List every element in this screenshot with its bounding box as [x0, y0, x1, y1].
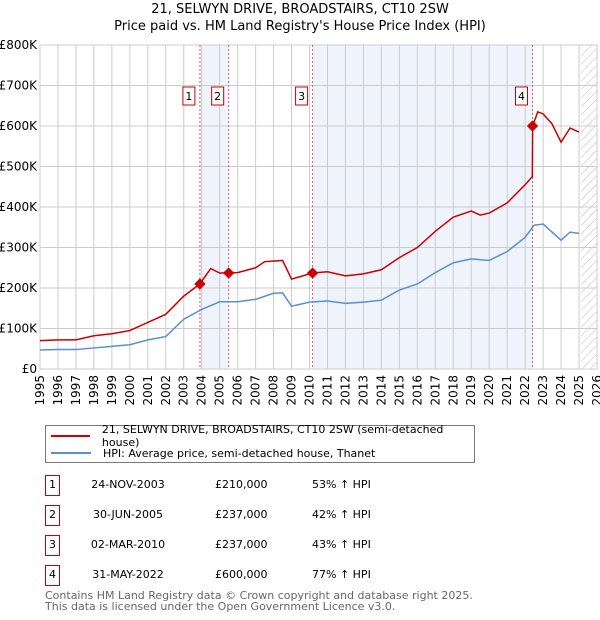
x-tick-label: 2009: [285, 375, 299, 406]
sale-date: 31-MAY-2022: [92, 568, 164, 581]
x-tick-label: 2016: [410, 375, 424, 406]
sale-point: [223, 267, 235, 279]
x-tick-label: 2026: [590, 375, 600, 406]
legend-blue-line: [51, 452, 91, 454]
sale-label: 4: [518, 90, 525, 103]
series-line: [39, 110, 580, 342]
sale-number: 2: [45, 505, 60, 526]
x-tick-label: 1995: [33, 375, 47, 406]
x-tick-label: 2012: [338, 375, 352, 406]
footer: Contains HM Land Registry data © Crown c…: [45, 590, 473, 612]
x-tick-label: 1996: [51, 375, 65, 406]
y-tick-label: £700K: [0, 79, 38, 93]
sale-label: 3: [298, 90, 305, 103]
x-tick-label: 2023: [536, 375, 550, 406]
x-tick-label: 2017: [428, 375, 442, 406]
sale-price: £237,000: [215, 508, 268, 521]
legend-label-hpi: HPI: Average price, semi-detached house,…: [103, 446, 376, 460]
sale-label: 2: [214, 90, 221, 103]
legend-red-line: [51, 435, 90, 437]
x-tick-label: 2007: [249, 375, 263, 406]
x-tick-label: 2025: [572, 375, 586, 406]
legend-label-property: 21, SELWYN DRIVE, BROADSTAIRS, CT10 2SW …: [101, 423, 444, 449]
sale-point: [306, 267, 319, 279]
y-tick-label: £400K: [0, 200, 38, 214]
sale-date: 02-MAR-2010: [90, 538, 166, 551]
x-tick-label: 2002: [159, 375, 173, 406]
x-tick-label: 2001: [141, 375, 155, 406]
y-tick-label: £200K: [0, 281, 38, 295]
y-tick-label: £600K: [0, 119, 38, 133]
x-tick-label: 2006: [231, 375, 245, 406]
sale-date: 30-JUN-2005: [92, 508, 164, 521]
sale-price: £210,000: [215, 478, 268, 491]
legend: 21, SELWYN DRIVE, BROADSTAIRS, CT10 2SW …: [45, 423, 475, 463]
x-tick-label: 2024: [554, 375, 568, 406]
y-tick-label: £800K: [0, 38, 38, 52]
x-tick-label: 2014: [374, 375, 388, 406]
sale-row: 3 02-MAR-2010 £237,000 43% ↑ HPI: [45, 535, 465, 556]
chart-title: 21, SELWYN DRIVE, BROADSTAIRS, CT10 2SW: [151, 2, 449, 17]
x-tick-label: 2018: [446, 375, 460, 406]
price-chart: 1995 1996 1997 1998 1999 2000 2001 2002 2003 2004…: [0, 38, 600, 406]
sale-row: 4 31-MAY-2022 £600,000 77% ↑ HPI: [45, 565, 465, 586]
series-line: [39, 223, 580, 351]
x-tick-label: 2022: [518, 375, 532, 406]
sale-price: £237,000: [215, 538, 268, 551]
y-tick-label: £500K: [0, 160, 38, 174]
x-tick-label: 2005: [213, 375, 227, 406]
sale-number: 1: [45, 475, 60, 496]
y-tick-label: £100K: [0, 322, 38, 336]
x-tick-label: 2011: [320, 375, 334, 406]
sale-label-box: [295, 86, 309, 106]
footer-line-2: This data is licensed under the Open Gov…: [45, 600, 396, 613]
chart-subtitle: Price paid vs. HM Land Registry's House …: [114, 19, 486, 34]
x-tick-label: 2004: [195, 375, 209, 406]
x-tick-label: 2008: [267, 375, 281, 406]
x-tick-label: 2003: [177, 375, 191, 406]
sale-row: 1 24-NOV-2003 £210,000 53% ↑ HPI: [45, 475, 465, 496]
sale-hpi-diff: 42% ↑ HPI: [312, 508, 371, 521]
x-tick-label: 2013: [356, 375, 370, 406]
x-tick-label: 1997: [69, 375, 83, 406]
sale-hpi-diff: 77% ↑ HPI: [312, 568, 371, 581]
sale-number: 3: [45, 535, 60, 556]
x-tick-label: 1999: [105, 375, 119, 406]
sale-date: 24-NOV-2003: [91, 478, 165, 491]
x-tick-label: 1998: [87, 375, 101, 406]
x-tick-label: 2010: [303, 375, 317, 406]
sale-label-box: [182, 86, 196, 106]
sale-hpi-diff: 43% ↑ HPI: [312, 538, 371, 551]
footer-line-1: Contains HM Land Registry data © Crown c…: [45, 589, 473, 602]
x-tick-label: 2020: [482, 375, 496, 406]
sale-label: 1: [185, 90, 192, 103]
sale-point: [194, 278, 206, 290]
x-tick-label: 2015: [392, 375, 406, 406]
sale-price: £600,000: [215, 568, 268, 581]
plot-border: [39, 44, 598, 370]
sale-label-box: [211, 86, 225, 106]
x-tick-label: 2021: [500, 375, 514, 406]
sale-number: 4: [45, 565, 60, 586]
x-tick-label: 2000: [123, 375, 137, 406]
sale-label-box: [514, 86, 528, 106]
sale-hpi-diff: 53% ↑ HPI: [312, 478, 371, 491]
x-tick-label: 2019: [464, 375, 478, 406]
y-tick-label: £0: [22, 362, 37, 376]
sale-row: 2 30-JUN-2005 £237,000 42% ↑ HPI: [45, 505, 465, 526]
y-tick-label: £300K: [0, 241, 38, 255]
